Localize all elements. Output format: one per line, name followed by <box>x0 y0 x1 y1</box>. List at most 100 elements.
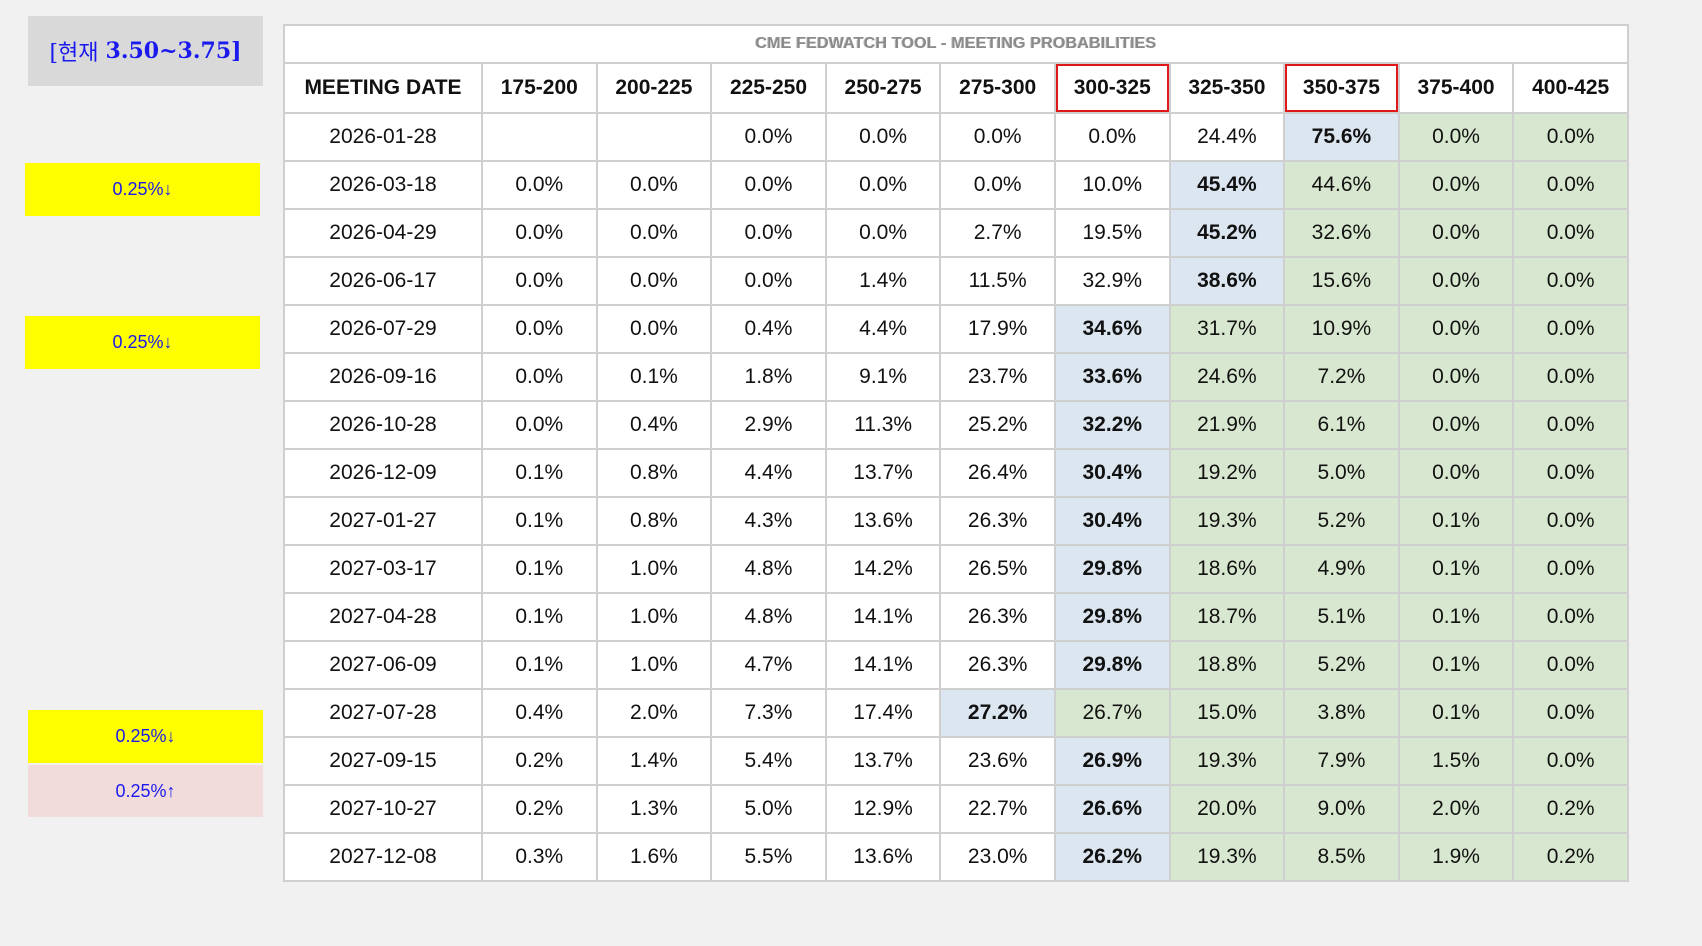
probability-cell: 21.9% <box>1168 400 1286 450</box>
table-header-row: MEETING DATE 175-200 200-225 225-250 250-275… <box>283 62 1629 114</box>
probability-cell: 34.6% <box>1053 304 1171 354</box>
probability-cell: 14.1% <box>824 640 942 690</box>
probability-cell: 19.5% <box>1053 208 1171 258</box>
probability-cell: 4.3% <box>710 496 827 546</box>
probability-cell: 2.0% <box>595 688 713 738</box>
probability-cell: 13.6% <box>824 496 942 546</box>
probability-cell: 15.0% <box>1168 688 1286 738</box>
probability-cell <box>481 112 598 162</box>
probability-cell: 5.0% <box>710 784 827 834</box>
probability-cell: 29.8% <box>1053 592 1171 642</box>
probability-cell: 0.0% <box>710 112 827 162</box>
header-rate-range: 350-375 <box>1283 62 1400 114</box>
probability-cell: 22.7% <box>939 784 1056 834</box>
probability-cell: 4.4% <box>710 448 827 498</box>
header-rate-range: 375-400 <box>1397 62 1515 114</box>
rate-change-note-3: 0.25%↓ <box>28 710 263 763</box>
probability-cell: 0.0% <box>1512 256 1629 306</box>
rate-change-note-4: 0.25%↑ <box>28 765 263 817</box>
probability-cell: 0.0% <box>1512 496 1629 546</box>
table-title: CME FEDWATCH TOOL - MEETING PROBABILITIE… <box>283 24 1629 64</box>
probability-cell: 4.7% <box>710 640 827 690</box>
header-rate-range: 250-275 <box>824 62 942 114</box>
rate-change-note-1: 0.25%↓ <box>25 163 260 216</box>
probability-cell: 7.9% <box>1283 736 1400 786</box>
probability-cell: 1.4% <box>595 736 713 786</box>
probability-cell: 26.3% <box>939 496 1056 546</box>
probability-cell: 0.0% <box>1512 160 1629 210</box>
probability-cell: 0.1% <box>1397 496 1515 546</box>
header-meeting-date: MEETING DATE <box>283 62 483 114</box>
probability-cell: 26.6% <box>1053 784 1171 834</box>
probability-cell: 5.2% <box>1283 496 1400 546</box>
probability-cell: 0.1% <box>595 352 713 402</box>
table-row: 2026-07-29 0.0% 0.0% 0.4% 4.4% 17.9% 34.6% 31.7… <box>283 304 1629 354</box>
probability-cell: 0.0% <box>1512 592 1629 642</box>
probability-cell: 4.8% <box>710 544 827 594</box>
probability-cell: 38.6% <box>1168 256 1286 306</box>
probability-cell: 0.0% <box>1397 352 1515 402</box>
probability-cell: 4.8% <box>710 592 827 642</box>
probability-cell: 25.2% <box>939 400 1056 450</box>
probability-cell: 0.4% <box>595 400 713 450</box>
probability-cell: 1.9% <box>1397 832 1515 882</box>
probability-cell: 0.0% <box>1512 688 1629 738</box>
probability-cell: 0.0% <box>1512 304 1629 354</box>
probability-cell: 0.0% <box>824 160 942 210</box>
table-row: 2027-03-17 0.1% 1.0% 4.8% 14.2% 26.5% 29.8% 18.… <box>283 544 1629 594</box>
probability-cell: 0.3% <box>481 832 598 882</box>
probability-cell: 8.5% <box>1283 832 1400 882</box>
probability-cell: 0.0% <box>824 112 942 162</box>
probability-cell: 6.1% <box>1283 400 1400 450</box>
probability-cell: 17.4% <box>824 688 942 738</box>
probability-cell: 0.0% <box>710 256 827 306</box>
probability-cell: 0.0% <box>710 208 827 258</box>
probability-cell: 0.0% <box>1512 112 1629 162</box>
probability-cell: 26.3% <box>939 640 1056 690</box>
table-row: 2027-10-27 0.2% 1.3% 5.0% 12.9% 22.7% 26.6% 20.… <box>283 784 1629 834</box>
probability-cell: 9.0% <box>1283 784 1400 834</box>
table-row: 2027-09-15 0.2% 1.4% 5.4% 13.7% 23.6% 26.9% 19.… <box>283 736 1629 786</box>
probability-cell: 5.1% <box>1283 592 1400 642</box>
probability-cell: 0.0% <box>1512 736 1629 786</box>
probability-cell: 0.1% <box>1397 592 1515 642</box>
probability-cell: 0.0% <box>1512 640 1629 690</box>
probability-cell: 13.7% <box>824 736 942 786</box>
probability-cell: 1.5% <box>1397 736 1515 786</box>
probability-cell: 0.8% <box>595 496 713 546</box>
meeting-date-cell: 2026-06-17 <box>283 256 483 306</box>
probability-cell: 19.3% <box>1168 496 1286 546</box>
probability-cell: 5.5% <box>710 832 827 882</box>
header-rate-range: 275-300 <box>939 62 1056 114</box>
rate-change-note-2: 0.25%↓ <box>25 316 260 369</box>
probability-cell <box>595 112 713 162</box>
probability-cell: 26.7% <box>1053 688 1171 738</box>
meeting-date-cell: 2026-04-29 <box>283 208 483 258</box>
probability-cell: 23.6% <box>939 736 1056 786</box>
meeting-date-cell: 2026-01-28 <box>283 112 483 162</box>
probability-cell: 1.8% <box>710 352 827 402</box>
probability-cell: 0.2% <box>1512 784 1629 834</box>
probability-cell: 0.0% <box>1397 400 1515 450</box>
meeting-date-cell: 2027-04-28 <box>283 592 483 642</box>
probability-cell: 26.5% <box>939 544 1056 594</box>
probability-cell: 0.0% <box>1397 112 1515 162</box>
probability-cell: 0.0% <box>1512 208 1629 258</box>
probability-cell: 0.0% <box>1397 304 1515 354</box>
meeting-date-cell: 2027-01-27 <box>283 496 483 546</box>
probability-cell: 5.2% <box>1283 640 1400 690</box>
probability-cell: 0.0% <box>1397 160 1515 210</box>
meeting-date-cell: 2027-10-27 <box>283 784 483 834</box>
probability-cell: 0.4% <box>481 688 598 738</box>
probability-cell: 4.4% <box>824 304 942 354</box>
probability-cell: 0.0% <box>481 208 598 258</box>
table-row: 2027-04-28 0.1% 1.0% 4.8% 14.1% 26.3% 29.8% 18.… <box>283 592 1629 642</box>
probability-cell: 0.0% <box>481 352 598 402</box>
probability-cell: 18.8% <box>1168 640 1286 690</box>
probability-cell: 0.0% <box>1512 400 1629 450</box>
header-rate-range: 225-250 <box>710 62 827 114</box>
meeting-date-cell: 2026-10-28 <box>283 400 483 450</box>
probability-cell: 0.1% <box>481 640 598 690</box>
probability-cell: 0.2% <box>481 784 598 834</box>
table-row: 2027-07-28 0.4% 2.0% 7.3% 17.4% 27.2% 26.7% 15.… <box>283 688 1629 738</box>
